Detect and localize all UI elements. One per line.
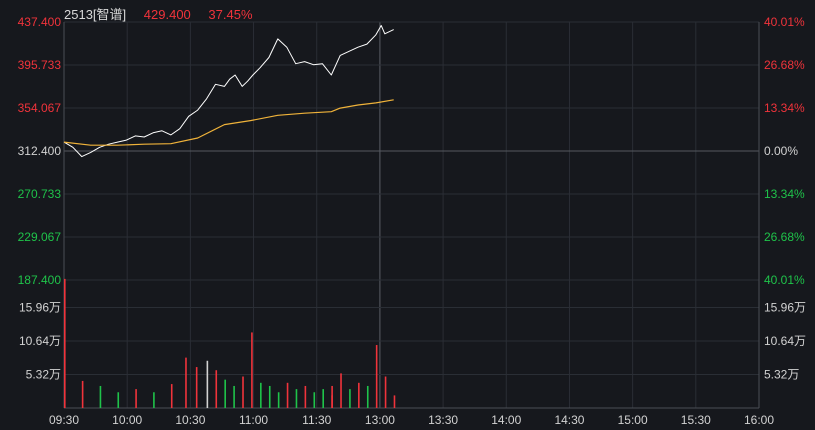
- volume-bar: [215, 370, 218, 408]
- right-tick-label: 13.34%: [764, 187, 805, 201]
- volume-bar: [64, 278, 66, 408]
- x-tick-label: 15:30: [681, 413, 711, 427]
- volume-bar: [286, 382, 289, 408]
- axis-labels: 437.400 395.733 354.067 312.400 270.733 229.0…: [18, 15, 806, 427]
- volume-right-tick-label: 5.32万: [764, 368, 799, 382]
- volume-bar: [99, 385, 102, 408]
- volume-left-tick-label: 10.64万: [19, 334, 61, 348]
- volume-bar: [233, 385, 235, 408]
- quote-header: 2513[智谱] 429.400 37.45%: [64, 4, 267, 23]
- left-tick-label: 437.400: [18, 15, 62, 29]
- right-tick-label: 13.34%: [764, 101, 805, 115]
- volume-bar: [170, 384, 173, 408]
- volume-bar: [331, 385, 333, 408]
- left-tick-label: 395.733: [18, 58, 62, 72]
- volume-right-tick-label: 15.96万: [764, 301, 806, 315]
- left-tick-label: 270.733: [18, 187, 62, 201]
- volume-bar: [384, 376, 387, 408]
- volume-bar: [153, 392, 155, 408]
- volume-bar: [322, 389, 324, 408]
- stock-symbol: 2513[智谱]: [64, 7, 127, 22]
- volume-right-tick-label: 10.64万: [764, 334, 806, 348]
- volume-bar: [304, 385, 307, 408]
- right-tick-label: 40.01%: [764, 15, 805, 29]
- left-tick-label: 229.067: [18, 230, 62, 244]
- volume-bar: [393, 395, 396, 408]
- left-tick-label: 312.400: [18, 144, 62, 158]
- volume-bar: [358, 382, 360, 408]
- x-tick-label: 14:00: [491, 413, 521, 427]
- volume-left-tick-label: 5.32万: [26, 368, 61, 382]
- volume-bar: [251, 332, 253, 408]
- x-tick-label: 11:30: [302, 413, 331, 427]
- x-tick-label: 15:00: [618, 413, 648, 427]
- volume-bar: [81, 380, 84, 408]
- x-tick-label: 13:00: [365, 413, 395, 427]
- x-tick-label: 16:00: [744, 413, 774, 427]
- last-price: 429.400: [143, 7, 191, 22]
- volume-bar: [195, 367, 198, 408]
- x-tick-label: 13:30: [428, 413, 458, 427]
- right-tick-label: 0.00%: [764, 144, 798, 158]
- volume-left-tick-label: 15.96万: [19, 301, 61, 315]
- right-tick-label: 26.68%: [764, 230, 805, 244]
- volume-bar: [375, 345, 378, 408]
- volume-bar: [268, 385, 271, 408]
- x-tick-label: 09:30: [49, 413, 79, 427]
- price-line: [63, 25, 394, 158]
- volume-bar: [117, 392, 120, 408]
- volume-bar: [366, 385, 369, 408]
- volume-bar: [185, 357, 187, 408]
- right-tick-label: 26.68%: [764, 58, 805, 72]
- left-tick-label: 354.067: [18, 101, 62, 115]
- volume-bar: [224, 379, 226, 408]
- x-tick-label: 11:00: [239, 413, 268, 427]
- change-percent: 37.45%: [208, 7, 253, 22]
- volume-bar: [349, 389, 351, 408]
- x-tick-label: 10:00: [112, 413, 142, 427]
- volume-bar: [295, 389, 298, 408]
- volume-bar: [340, 373, 342, 408]
- volume-bar: [242, 376, 244, 408]
- grid-layer: [63, 21, 760, 409]
- volume-bar: [206, 360, 209, 408]
- volume-bar: [313, 392, 316, 408]
- volume-bar: [277, 392, 280, 408]
- left-tick-label: 187.400: [18, 273, 62, 287]
- average-price-line: [63, 99, 394, 146]
- volume-bar: [135, 389, 137, 408]
- price-lines: [63, 25, 394, 158]
- volume-bar: [260, 382, 262, 408]
- volume-bars: [64, 278, 396, 408]
- x-tick-label: 10:30: [175, 413, 205, 427]
- right-tick-label: 40.01%: [764, 273, 805, 287]
- x-tick-label: 14:30: [554, 413, 584, 427]
